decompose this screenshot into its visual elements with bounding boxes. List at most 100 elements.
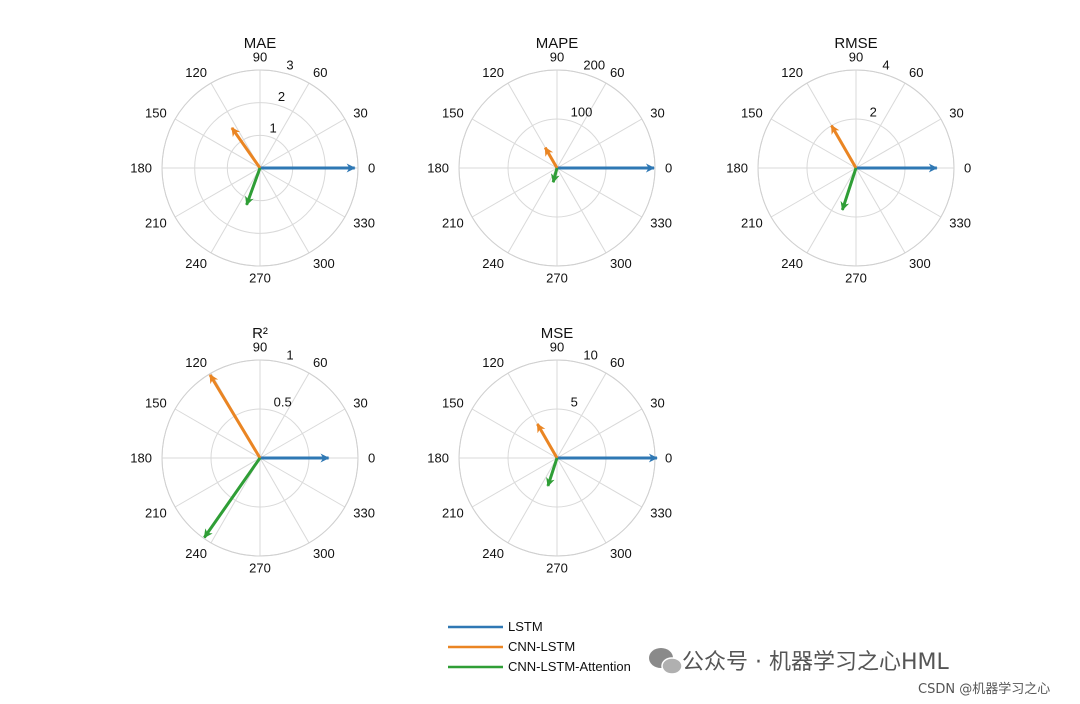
r-tick-label: 100 <box>571 105 593 120</box>
outer-circle <box>757 69 955 267</box>
theta-tick-60: 60 <box>610 355 624 370</box>
theta-tick-150: 150 <box>741 106 763 121</box>
theta-tick-30: 30 <box>353 396 367 411</box>
arrow-cnn-lstm <box>536 423 559 459</box>
r-tick-label: 10 <box>583 347 597 362</box>
theta-tick-120: 120 <box>482 355 504 370</box>
spoke-line <box>174 167 261 218</box>
r-tick-label: 2 <box>870 105 877 120</box>
theta-tick-270: 270 <box>546 561 568 576</box>
theta-tick-210: 210 <box>145 216 167 231</box>
theta-tick-270: 270 <box>249 561 271 576</box>
outer-circle <box>161 359 359 557</box>
r-tick-label: 2 <box>278 89 285 104</box>
polar-plot-rmse: 0 30 60 90 120 150 180 210 240 270 300 330 2 4 RMSE <box>726 35 971 286</box>
spoke-line <box>259 167 310 254</box>
theta-tick-90: 90 <box>253 340 267 355</box>
theta-tick-0: 0 <box>368 161 375 176</box>
theta-tick-90: 90 <box>253 50 267 65</box>
theta-tick-300: 300 <box>313 546 335 561</box>
arrow-cnn-lstm <box>543 146 559 169</box>
theta-tick-30: 30 <box>353 106 367 121</box>
theta-tick-240: 240 <box>482 546 504 561</box>
theta-tick-0: 0 <box>964 161 971 176</box>
theta-tick-180: 180 <box>427 161 449 176</box>
theta-tick-60: 60 <box>909 65 923 80</box>
watermark: 公众号 · 机器学习之心HML CSDN @机器学习之心 <box>649 648 1050 697</box>
arrow-cnn-lstm <box>208 374 262 459</box>
theta-tick-180: 180 <box>130 451 152 466</box>
theta-tick-150: 150 <box>145 106 167 121</box>
theta-tick-60: 60 <box>610 65 624 80</box>
plot-title: R² <box>252 325 268 342</box>
outer-circle <box>458 69 656 267</box>
theta-tick-30: 30 <box>949 106 963 121</box>
theta-tick-90: 90 <box>550 50 564 65</box>
theta-tick-150: 150 <box>442 106 464 121</box>
outer-circle <box>161 69 359 267</box>
r-tick-label: 1 <box>286 347 293 362</box>
r-tick-label: 0.5 <box>274 395 292 410</box>
r-tick-label: 4 <box>882 57 889 72</box>
arrow-cnn-lstm-attention <box>203 457 262 539</box>
plot-title: RMSE <box>834 35 877 52</box>
spoke-line <box>259 82 310 169</box>
legend-label-cnn-lstm: CNN-LSTM <box>508 639 575 654</box>
theta-tick-120: 120 <box>781 65 803 80</box>
watermark-credit: CSDN @机器学习之心 <box>918 681 1050 697</box>
arrow-cnn-lstm <box>830 124 858 169</box>
theta-tick-180: 180 <box>726 161 748 176</box>
theta-tick-300: 300 <box>909 256 931 271</box>
polar-plot-mse: 0 30 60 90 120 150 180 210 240 270 300 330 5 10 MSE <box>427 325 672 576</box>
theta-tick-150: 150 <box>442 396 464 411</box>
r-tick-label: 1 <box>269 120 276 135</box>
theta-tick-210: 210 <box>442 506 464 521</box>
theta-tick-240: 240 <box>781 256 803 271</box>
arrow-cnn-lstm-attention <box>550 167 560 184</box>
theta-tick-330: 330 <box>650 506 672 521</box>
r-tick-label: 3 <box>286 57 293 72</box>
arrow-cnn-lstm <box>230 127 262 169</box>
r-tick-label: 5 <box>571 395 578 410</box>
theta-tick-300: 300 <box>610 546 632 561</box>
theta-tick-240: 240 <box>482 256 504 271</box>
spoke-line <box>174 118 261 169</box>
theta-tick-150: 150 <box>145 396 167 411</box>
plot-title: MSE <box>541 325 574 342</box>
spoke-line <box>210 167 261 254</box>
theta-tick-270: 270 <box>546 271 568 286</box>
theta-tick-300: 300 <box>610 256 632 271</box>
theta-tick-270: 270 <box>845 271 867 286</box>
theta-tick-30: 30 <box>650 106 664 121</box>
theta-tick-210: 210 <box>145 506 167 521</box>
legend-label-lstm: LSTM <box>508 619 543 634</box>
theta-tick-90: 90 <box>550 340 564 355</box>
watermark-text: 公众号 · 机器学习之心HML <box>682 650 950 675</box>
polar-plot-r2: 0 30 60 90 120 150 180 210 240 270 300 330 0.5 1 R² <box>130 325 375 576</box>
plot-title: MAPE <box>536 35 579 52</box>
theta-tick-180: 180 <box>427 451 449 466</box>
spoke-line <box>259 118 346 169</box>
theta-tick-330: 330 <box>949 216 971 231</box>
theta-tick-120: 120 <box>185 355 207 370</box>
theta-tick-330: 330 <box>353 216 375 231</box>
theta-tick-240: 240 <box>185 256 207 271</box>
theta-tick-210: 210 <box>442 216 464 231</box>
spoke-line <box>259 167 346 218</box>
theta-tick-330: 330 <box>353 506 375 521</box>
legend-label-cnn-lstm-attention: CNN-LSTM-Attention <box>508 659 631 674</box>
theta-tick-30: 30 <box>650 396 664 411</box>
wechat-icon <box>649 648 683 675</box>
theta-tick-60: 60 <box>313 65 327 80</box>
theta-tick-0: 0 <box>665 161 672 176</box>
polar-plot-mape: 0 30 60 90 120 150 180 210 240 270 300 330 100 200 MAP… <box>427 35 672 286</box>
arrow-cnn-lstm-attention <box>546 457 559 487</box>
theta-tick-180: 180 <box>130 161 152 176</box>
theta-tick-270: 270 <box>249 271 271 286</box>
theta-tick-90: 90 <box>849 50 863 65</box>
polar-plot-mae: 0 30 60 90 120 150 180 210 240 270 300 330 1 2 3 MAE <box>130 35 375 286</box>
arrow-cnn-lstm-attention <box>245 167 262 206</box>
theta-tick-330: 330 <box>650 216 672 231</box>
polar-plots: 0306090120150180210240270300330123MAE030… <box>130 35 971 576</box>
